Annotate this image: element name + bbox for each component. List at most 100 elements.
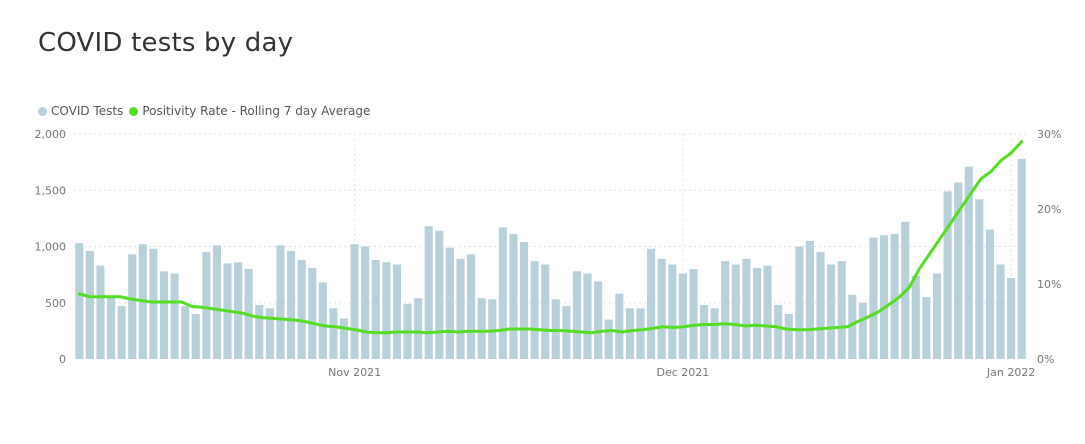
bar	[625, 308, 634, 360]
bar	[784, 314, 793, 359]
bar	[520, 242, 529, 359]
legend-dot-icon	[38, 106, 47, 116]
bar	[85, 251, 94, 359]
bar	[890, 234, 899, 360]
bar	[117, 306, 126, 360]
bar	[445, 247, 454, 360]
bar	[1007, 278, 1016, 359]
bar	[297, 260, 306, 359]
bar	[467, 254, 476, 360]
bar	[361, 246, 370, 359]
bar	[530, 261, 539, 360]
gridlines	[74, 133, 1027, 359]
bar	[308, 267, 317, 360]
bar	[700, 305, 709, 359]
y-left-tick-label: 500	[45, 297, 66, 310]
bar	[604, 319, 613, 360]
bar	[689, 269, 698, 359]
bar	[583, 273, 592, 359]
bar	[816, 252, 825, 360]
y-right-tick-label: 10%	[1037, 278, 1061, 291]
bar	[636, 308, 645, 360]
x-axis: Nov 2021 Dec 2021 Jan 2022	[328, 366, 1035, 379]
bar	[721, 261, 730, 360]
bar	[880, 235, 889, 359]
bar	[964, 166, 973, 360]
bar	[149, 248, 158, 359]
bar	[170, 273, 179, 359]
bar	[827, 264, 836, 359]
bar	[107, 296, 116, 359]
bar	[1017, 158, 1026, 359]
bar	[287, 251, 296, 359]
bar	[932, 273, 942, 359]
bar	[710, 308, 719, 360]
bar	[668, 264, 677, 359]
bar	[805, 240, 814, 360]
bar	[435, 230, 444, 359]
bar	[276, 245, 285, 360]
bar	[181, 306, 190, 360]
bar	[996, 264, 1005, 359]
bar	[869, 237, 878, 359]
bar	[424, 226, 433, 359]
bar	[414, 298, 423, 359]
bar	[477, 298, 486, 359]
bar	[191, 314, 200, 359]
y-left-tick-label: 1,000	[35, 241, 67, 254]
y-axis-left: 0 500 1,000 1,500 2,000	[35, 128, 67, 366]
bar	[742, 258, 751, 360]
x-tick-label: Nov 2021	[328, 366, 381, 379]
bar	[255, 305, 264, 359]
bar	[647, 248, 656, 359]
bar	[572, 271, 581, 359]
bar	[329, 308, 338, 360]
bar	[382, 262, 391, 359]
bar	[562, 306, 571, 360]
y-left-tick-label: 0	[59, 353, 66, 366]
bar	[202, 252, 211, 360]
y-left-tick-label: 2,000	[35, 128, 67, 141]
bar-series	[75, 158, 1026, 360]
bar	[774, 305, 783, 359]
legend-dot-icon	[129, 106, 139, 116]
legend-item-positivity[interactable]: Positivity Rate - Rolling 7 day Average	[129, 104, 370, 118]
bar	[265, 308, 274, 360]
bar	[975, 199, 984, 359]
bar	[212, 245, 221, 360]
bar	[75, 243, 84, 360]
bar	[594, 281, 603, 360]
bar	[128, 254, 137, 360]
bar	[350, 244, 359, 359]
bar	[498, 227, 507, 360]
y-right-tick-label: 30%	[1037, 128, 1061, 141]
bar	[318, 282, 327, 359]
bar	[657, 258, 666, 360]
bar	[159, 271, 169, 359]
positivity-line[interactable]	[77, 140, 1024, 335]
bar	[509, 234, 518, 360]
bar	[371, 260, 380, 359]
bar	[392, 264, 401, 359]
bar	[954, 182, 963, 360]
bar	[985, 229, 994, 360]
bar	[795, 246, 804, 359]
chart-legend: COVID Tests Positivity Rate - Rolling 7 …	[38, 104, 376, 118]
y-right-tick-label: 20%	[1037, 203, 1061, 216]
legend-item-tests[interactable]: COVID Tests	[38, 104, 123, 118]
legend-label-tests: COVID Tests	[51, 104, 124, 118]
bar	[858, 302, 867, 359]
bar	[763, 265, 772, 360]
bar	[752, 267, 762, 360]
bar	[731, 264, 740, 359]
bar	[678, 273, 687, 359]
bar	[911, 275, 920, 359]
bar	[96, 265, 105, 360]
y-right-tick-label: 0%	[1037, 353, 1054, 366]
bar	[488, 299, 497, 360]
legend-label-positivity: Positivity Rate - Rolling 7 day Average	[142, 104, 371, 118]
bar	[848, 294, 857, 360]
x-tick-label: Jan 2022	[986, 366, 1035, 379]
bar	[541, 264, 550, 359]
y-axis-right: 0% 10% 20% 30%	[1037, 128, 1061, 366]
